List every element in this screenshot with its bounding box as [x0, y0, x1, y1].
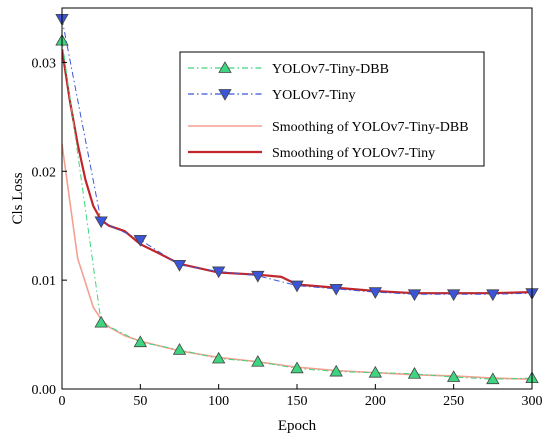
data-point: [290, 361, 304, 374]
data-point: [329, 364, 343, 377]
data-point: [94, 216, 108, 229]
legend-box: [179, 51, 485, 167]
data-point: [94, 315, 108, 328]
legend-label: YOLOv7-Tiny-DBB: [272, 62, 389, 77]
data-point: [486, 289, 500, 302]
series-2: [62, 143, 532, 380]
x-axis-title: Epoch: [278, 418, 317, 434]
x-tick-label: 250: [443, 394, 464, 409]
x-tick-label: 300: [522, 394, 543, 409]
y-tick-label: 0.00: [32, 383, 57, 398]
data-point: [368, 287, 383, 299]
x-axis: 0 50 100 150 200 250 300: [59, 384, 543, 409]
data-point: [290, 280, 304, 293]
x-tick-label: 200: [365, 394, 386, 409]
data-point: [407, 289, 422, 302]
y-axis: 0.00 0.01 0.02 0.03: [32, 56, 67, 398]
data-point: [133, 234, 148, 247]
data-point: [407, 366, 422, 379]
y-tick-label: 0.03: [32, 56, 57, 71]
data-point: [251, 354, 265, 367]
legend: YOLOv7-Tiny-DBB YOLOv7-Tiny Smoothing of Y…: [179, 51, 485, 167]
x-tick-label: 0: [59, 394, 66, 409]
legend-marker: [218, 89, 232, 101]
x-tick-label: 50: [133, 394, 147, 409]
series-line: [62, 143, 532, 380]
x-tick-label: 100: [208, 394, 229, 409]
data-point: [211, 351, 226, 364]
data-point: [368, 365, 383, 378]
y-tick-label: 0.02: [32, 165, 57, 180]
x-tick-label: 150: [287, 394, 308, 409]
data-point: [446, 289, 461, 302]
data-point: [329, 283, 343, 296]
data-point: [133, 335, 148, 348]
data-point: [446, 370, 461, 382]
legend-marker: [218, 61, 232, 73]
y-axis-title: Cls Loss: [10, 172, 26, 224]
y-tick-label: 0.01: [32, 274, 57, 289]
legend-label: Smoothing of YOLOv7-Tiny-DBB: [272, 120, 469, 135]
data-point: [211, 266, 226, 279]
data-point: [486, 372, 500, 385]
legend-label: Smoothing of YOLOv7-Tiny: [272, 146, 435, 161]
series-layer: [55, 13, 539, 385]
data-point: [172, 260, 187, 272]
data-point: [172, 343, 187, 355]
legend-label: YOLOv7-Tiny: [272, 88, 356, 103]
data-point: [251, 270, 265, 283]
